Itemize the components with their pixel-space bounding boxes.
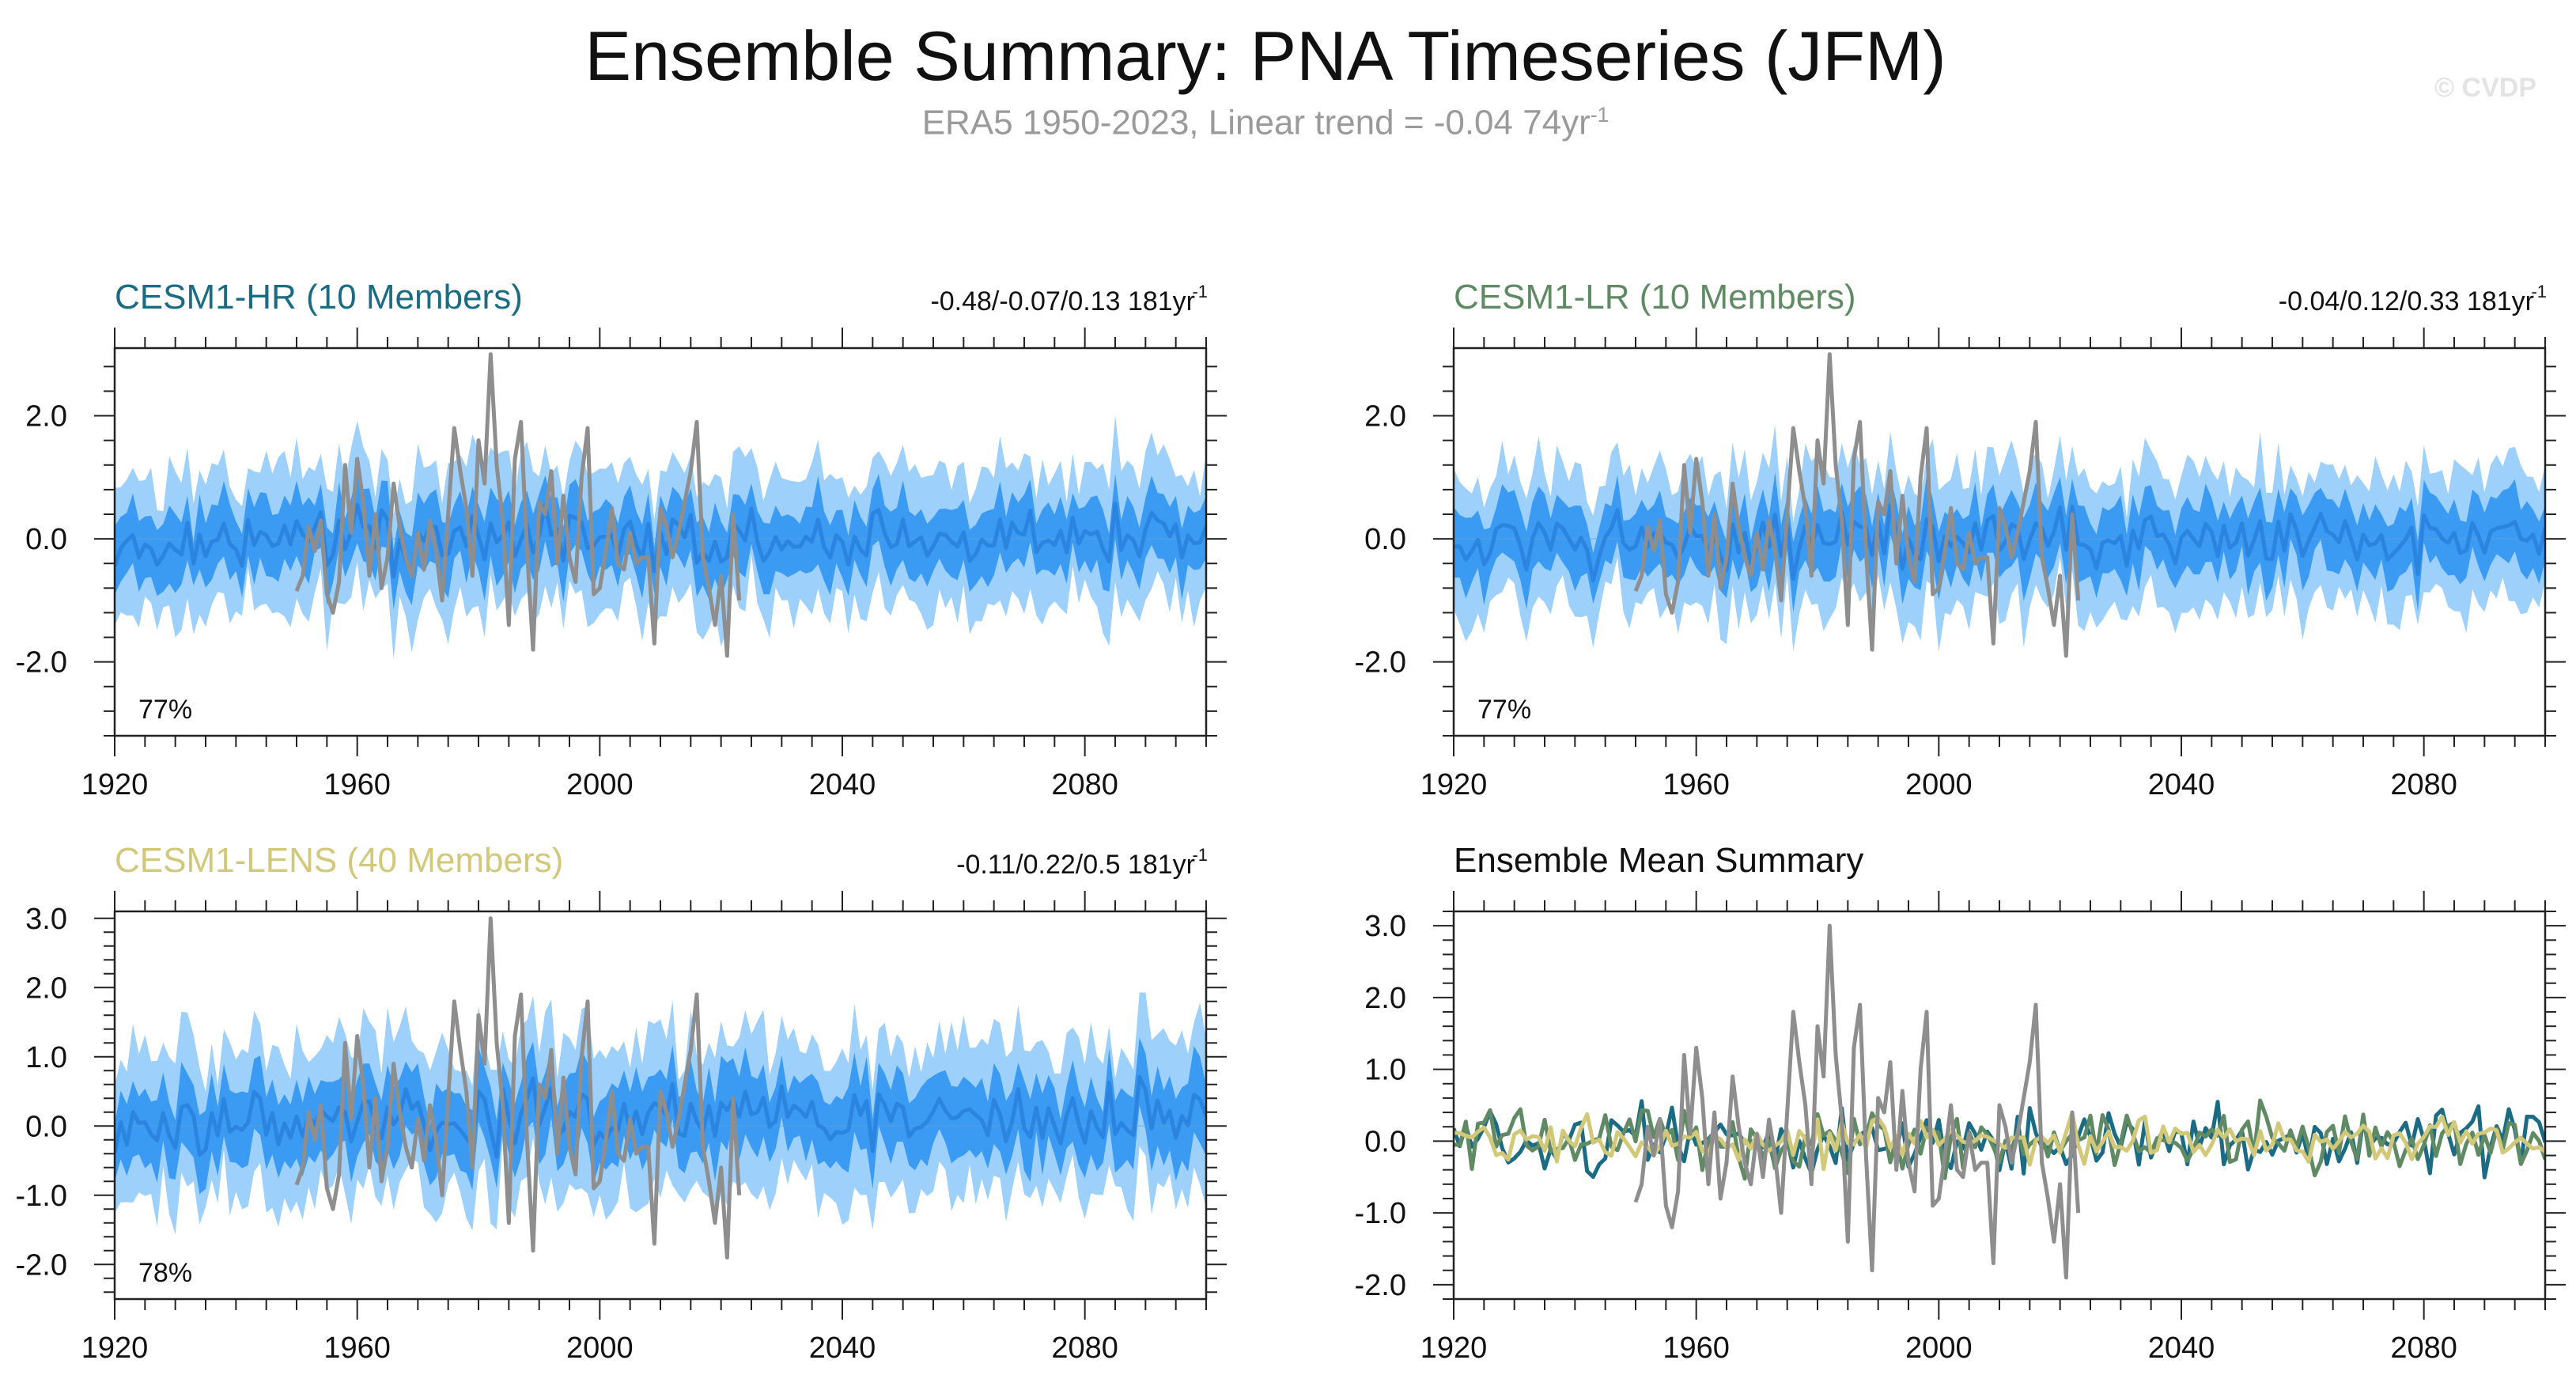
panel-2: 1920 1960 2000 2040 2080 -2.0 0.0 2.0 CESM1-LR (… xyxy=(1355,278,2566,801)
x-tick-label: 2000 xyxy=(566,768,634,801)
panel-3: 1920 1960 2000 2040 2080 -2.0 -1.0 0.0 1.0 2.0 3.0… xyxy=(16,841,1227,1365)
era5-observations-line xyxy=(1633,923,2081,1280)
panel-title: CESM1-LENS (40 Members) xyxy=(115,841,563,880)
y-tick-label: 3.0 xyxy=(1364,910,1406,943)
y-tick-label: -2.0 xyxy=(16,646,67,680)
panel-1: 1920 1960 2000 2040 2080 -2.0 0.0 2.0 CESM1-HR (… xyxy=(16,278,1227,801)
x-tick-label: 1960 xyxy=(323,1331,391,1365)
x-tick-label: 2080 xyxy=(2390,1331,2457,1365)
figure-title: Ensemble Summary: PNA Timeseries (JFM) xyxy=(584,17,1946,95)
y-tick-label: 1.0 xyxy=(1364,1054,1406,1087)
y-tick-label: -2.0 xyxy=(16,1248,67,1282)
plot-area xyxy=(1454,352,2545,658)
era5-observations-line xyxy=(294,916,742,1260)
subtitle-text: ERA5 1950-2023, Linear trend = -0.04 74y… xyxy=(921,103,1591,142)
trend-superscript: -1 xyxy=(2531,282,2547,301)
subtitle-superscript: -1 xyxy=(1590,103,1610,127)
x-tick-label: 2040 xyxy=(809,1331,876,1365)
plot-area xyxy=(115,916,1206,1260)
y-tick-label: 0.0 xyxy=(1364,523,1406,556)
trend-label: -0.48/-0.07/0.13 181yr xyxy=(930,286,1195,316)
plot-area xyxy=(115,352,1206,660)
x-tick-label: 2000 xyxy=(1905,768,1973,801)
x-tick-label: 1920 xyxy=(81,1331,149,1365)
percent-label: 77% xyxy=(138,695,192,725)
x-tick-label: 2080 xyxy=(1051,1331,1118,1365)
y-tick-label: 1.0 xyxy=(25,1041,67,1074)
era5-observations-line xyxy=(294,352,742,658)
plot-area xyxy=(1454,923,2545,1280)
x-tick-label: 1960 xyxy=(1662,1331,1730,1365)
lr-mean-line xyxy=(1454,1098,2545,1181)
percent-label: 77% xyxy=(1477,695,1531,725)
percent-label: 78% xyxy=(138,1258,192,1288)
y-tick-label: -1.0 xyxy=(16,1180,67,1213)
trend-label: -0.11/0.22/0.5 181yr xyxy=(956,850,1195,880)
y-tick-label: 2.0 xyxy=(1364,400,1406,434)
y-tick-label: 0.0 xyxy=(1364,1125,1406,1158)
x-tick-label: 1920 xyxy=(81,768,149,801)
y-tick-label: -1.0 xyxy=(1355,1197,1406,1230)
panel-title: Ensemble Mean Summary xyxy=(1454,841,1863,880)
trend-label: -0.04/0.12/0.33 181yr xyxy=(2279,286,2534,316)
panel-4: 1920 1960 2000 2040 2080 -2.0 -1.0 0.0 1.0 2.0 3.0… xyxy=(1355,841,2566,1365)
figure-subtitle: ERA5 1950-2023, Linear trend = -0.04 74y… xyxy=(0,103,2531,143)
x-tick-label: 2040 xyxy=(2148,768,2215,801)
y-tick-label: 0.0 xyxy=(25,523,67,556)
y-tick-label: -2.0 xyxy=(1355,1269,1406,1302)
x-tick-label: 2040 xyxy=(809,768,876,801)
x-tick-label: 2080 xyxy=(2390,768,2457,801)
y-tick-label: 2.0 xyxy=(25,972,67,1005)
panel-title: CESM1-HR (10 Members) xyxy=(115,278,523,316)
x-tick-label: 2080 xyxy=(1051,768,1118,801)
x-tick-label: 1920 xyxy=(1420,768,1488,801)
watermark: © CVDP xyxy=(2434,73,2536,103)
x-tick-label: 2040 xyxy=(2148,1331,2215,1365)
y-tick-label: 2.0 xyxy=(25,400,67,434)
x-tick-label: 2000 xyxy=(1905,1331,1973,1365)
y-tick-label: 3.0 xyxy=(25,903,67,936)
y-tick-label: -2.0 xyxy=(1355,646,1406,680)
trend-superscript: -1 xyxy=(1192,282,1208,301)
y-tick-label: 2.0 xyxy=(1364,982,1406,1015)
x-tick-label: 1960 xyxy=(323,768,391,801)
trend-superscript: -1 xyxy=(1192,845,1208,865)
y-tick-label: 0.0 xyxy=(25,1110,67,1143)
x-tick-label: 1960 xyxy=(1662,768,1730,801)
era5-observations-line xyxy=(1633,352,2081,658)
x-tick-label: 2000 xyxy=(566,1331,634,1365)
x-tick-label: 1920 xyxy=(1420,1331,1488,1365)
panel-title: CESM1-LR (10 Members) xyxy=(1454,278,1856,316)
